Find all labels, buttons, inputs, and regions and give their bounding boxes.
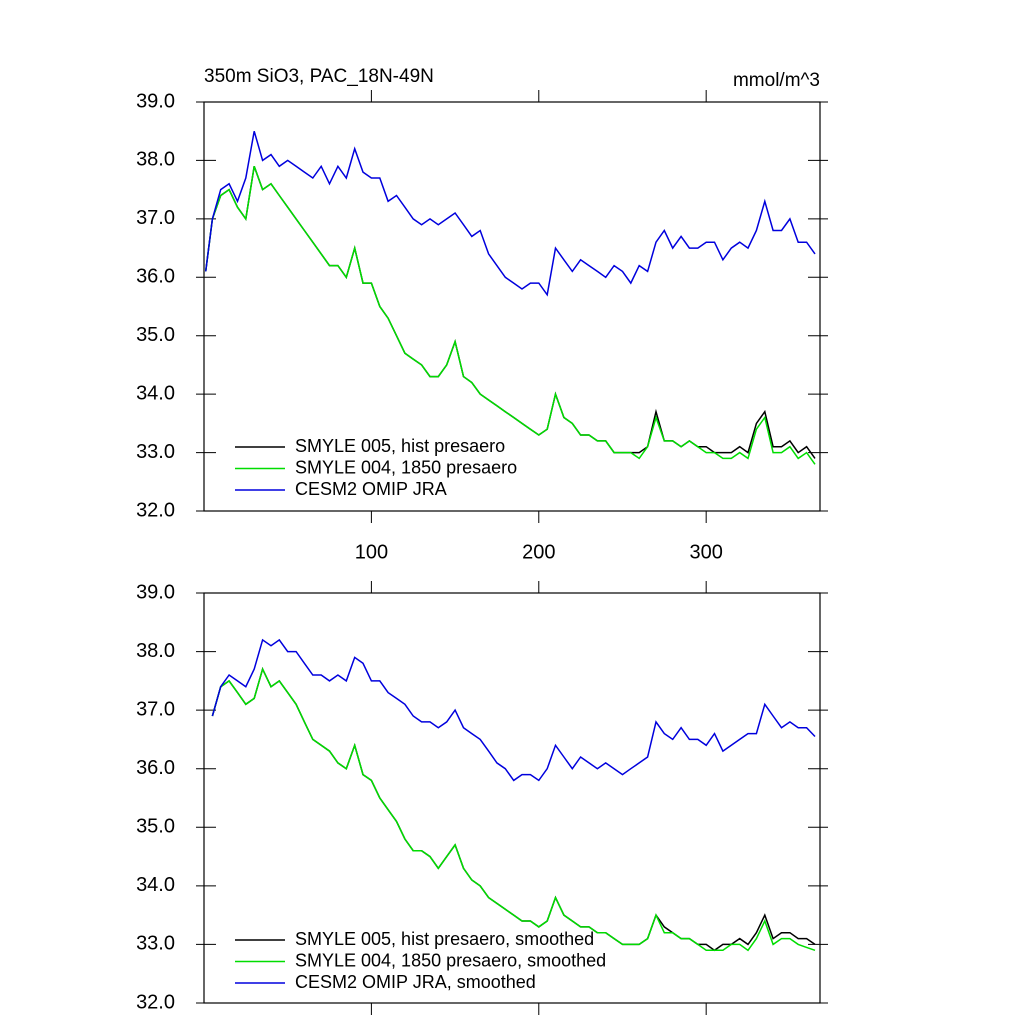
y-tick-label: 36.0 xyxy=(136,266,175,288)
y-tick-label: 34.0 xyxy=(136,874,175,896)
y-tick-label: 33.0 xyxy=(136,441,175,463)
y-tick-label: 39.0 xyxy=(136,581,175,603)
x-tick-label: 300 xyxy=(689,541,722,563)
legend-label: SMYLE 005, hist presaero xyxy=(295,436,505,456)
y-tick-label: 32.0 xyxy=(136,991,175,1013)
chart-title: 350m SiO3, PAC_18N-49N xyxy=(204,66,434,87)
plot-frame xyxy=(203,101,821,512)
y-tick-label: 35.0 xyxy=(136,324,175,346)
y-tick-label: 38.0 xyxy=(136,149,175,171)
y-tick-label: 33.0 xyxy=(136,933,175,955)
legend-label: SMYLE 004, 1850 presaero, smoothed xyxy=(295,950,606,970)
y-tick-label: 39.0 xyxy=(136,90,175,112)
series-line xyxy=(211,666,816,952)
legend-label: CESM2 OMIP JRA xyxy=(295,479,447,499)
y-tick-label: 35.0 xyxy=(136,816,175,838)
series-line xyxy=(204,130,816,297)
legend-label: SMYLE 004, 1850 presaero xyxy=(295,457,517,477)
x-tick-label: 100 xyxy=(355,541,388,563)
y-tick-label: 36.0 xyxy=(136,757,175,779)
y-tick-label: 34.0 xyxy=(136,382,175,404)
plot-frame xyxy=(203,592,821,1004)
y-tick-label: 32.0 xyxy=(136,499,175,521)
series-line xyxy=(204,166,816,465)
y-tick-label: 38.0 xyxy=(136,640,175,662)
x-tick-label: 200 xyxy=(522,541,555,563)
series-line xyxy=(211,638,816,782)
y-tick-label: 37.0 xyxy=(136,207,175,229)
legend-label: SMYLE 005, hist presaero, smoothed xyxy=(295,929,594,949)
units-label: mmol/m^3 xyxy=(733,70,820,91)
series-line xyxy=(211,666,816,952)
legend-label: CESM2 OMIP JRA, smoothed xyxy=(295,972,536,992)
y-tick-label: 37.0 xyxy=(136,698,175,720)
